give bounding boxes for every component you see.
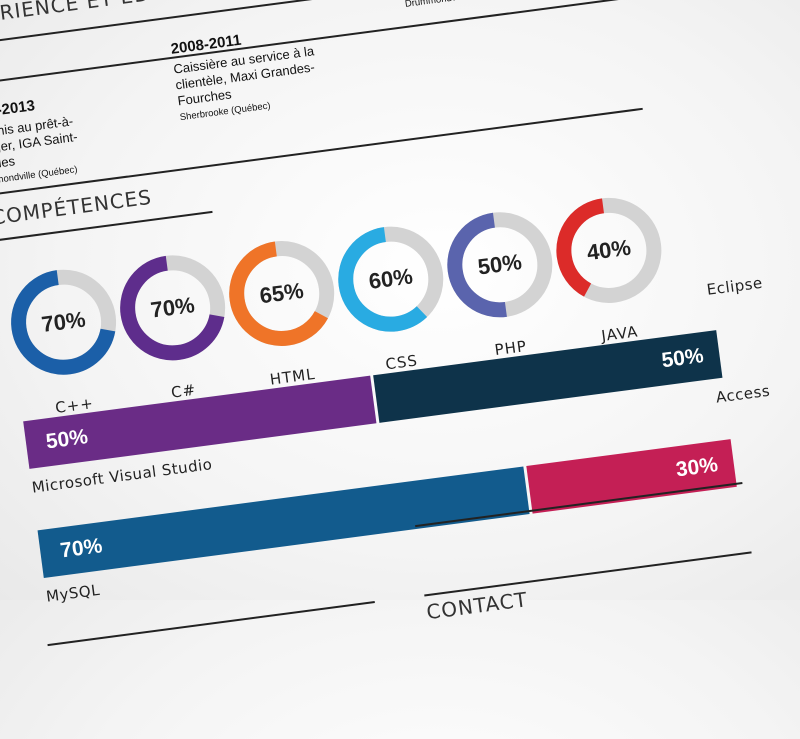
skill-donut-c: 70% C++ — [4, 263, 123, 417]
skill-ring-c — [11, 269, 117, 375]
tool-label-eclipse: Eclipse — [705, 273, 764, 299]
skill-ring-fill — [11, 269, 117, 375]
bar-visual-studio-percent: 50% — [44, 425, 90, 454]
education-item: 2012-2013 Commis au prêt-à-manger, IGA S… — [0, 77, 201, 189]
education-item: 2008-2011 Caissière au service à la clie… — [170, 11, 409, 124]
bar-access: 30% — [526, 439, 737, 514]
skill-ring-fill — [120, 255, 226, 361]
skill-percent: 65% — [258, 277, 306, 309]
skill-percent: 50% — [476, 249, 524, 280]
tool-label-access: Access — [714, 381, 772, 407]
bar-mysql-percent: 70% — [58, 534, 104, 563]
skill-donut-php: 50% PHP — [440, 205, 559, 359]
skill-donut-html: 65% HTML — [222, 234, 341, 389]
skill-ring-css — [338, 226, 444, 332]
skill-ring-fill — [229, 241, 335, 347]
skill-ring-fill — [447, 212, 553, 318]
skill-ring-c — [120, 255, 226, 361]
contact-rule — [424, 551, 752, 597]
skill-percent: 70% — [40, 306, 87, 337]
tool-label-mysql: MySQL — [45, 580, 102, 606]
skill-ring-html — [229, 241, 335, 347]
skill-ring-fill — [556, 197, 662, 303]
experience-title: EXPÉRIENCE ET ÉDUCATION — [0, 0, 247, 32]
skill-ring-java — [556, 197, 662, 303]
skill-percent: 60% — [367, 263, 415, 294]
bar-eclipse-percent: 50% — [660, 344, 705, 373]
skill-percent: 70% — [149, 292, 197, 323]
skill-percent: 40% — [585, 234, 633, 266]
skill-donut-css: 60% CSS — [331, 220, 450, 373]
skill-ring-fill — [338, 226, 444, 332]
lower-left-rule — [47, 601, 375, 647]
skill-donut-c: 70% C# — [113, 248, 232, 402]
skill-ring-php — [447, 212, 553, 318]
skill-donut-java: 40% JAVA — [549, 191, 668, 345]
